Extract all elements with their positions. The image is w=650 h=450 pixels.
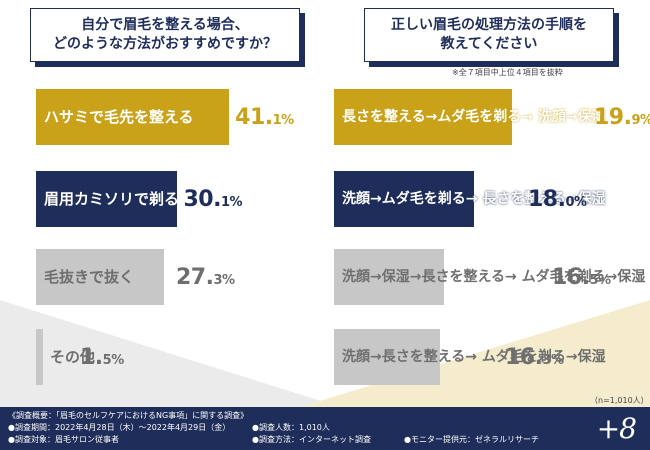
bar-left-3: [36, 329, 44, 385]
bar-label-left-3: その他: [50, 348, 96, 366]
bar-left-1: [36, 171, 178, 227]
footer-period: ●調査期間：2022年4月28日（木）～2022年4月29日（金）: [8, 423, 231, 432]
bar-label-left-1: 眉用カミソリで剃る: [44, 190, 180, 208]
bar-label-right-3: 洗顔→長さを整える→ ムダ毛を剃る→保湿: [342, 349, 606, 365]
bar-label-right-0: 長さを整える→ムダ毛を剃る→ 洗顔→保湿: [342, 109, 606, 125]
question-box-right: 正しい眉毛の処理方法の手順を 教えてください: [364, 8, 614, 62]
bar-right-1: [334, 171, 474, 227]
sample-size-note: （n=1,010人）: [590, 396, 649, 405]
question-left-text: 自分で眉毛を整える場合、 どのような方法がおすすめですか？: [53, 17, 277, 52]
bar-right-2: [334, 249, 444, 305]
top-note: ※全７項目中上位４項目を抜粋: [452, 68, 563, 77]
value-label-right-2: 16. 5%: [552, 265, 611, 290]
value-label-right-3: 16. 3%: [505, 345, 564, 370]
question-box-left: 自分で眉毛を整える場合、 どのような方法がおすすめですか？: [30, 8, 300, 62]
footer-count: ●調査人数：1,010人: [252, 423, 330, 432]
value-label-left-3: 1. 5%: [80, 345, 124, 370]
bar-left-0: [36, 89, 230, 145]
bar-label-right-1: 洗顔→ムダ毛を剃る→ 長さを整える→保湿: [342, 191, 606, 207]
footer-target: ●調査対象：眉毛サロン従事者: [8, 435, 119, 444]
question-right-text: 正しい眉毛の処理方法の手順を 教えてください: [391, 17, 587, 52]
bar-right-0: [334, 89, 512, 145]
survey-footer: 《調査概要：「眉毛のセルフケアにおけるNG事項」に関する調査》 ●調査期間：20…: [0, 407, 650, 450]
footer-method: ●調査方法：インターネット調査: [252, 435, 371, 444]
brand-logo: +8: [596, 412, 637, 445]
bar-left-2: [36, 249, 165, 305]
value-label-left-2: 27. 3%: [176, 265, 235, 290]
value-label-right-0: 19.9%: [594, 105, 650, 130]
bar-label-left-2: 毛抜きで抜く: [44, 268, 135, 286]
bar-label-right-2: 洗顔→保湿→長さを整える→ ムダ毛を剃る→保湿: [342, 269, 646, 285]
footer-survey-title: 《調査概要：「眉毛のセルフケアにおけるNG事項」に関する調査》: [8, 411, 249, 420]
value-label-left-0: 41. 1%: [235, 105, 294, 130]
bar-right-3: [334, 329, 440, 385]
bar-label-left-0: ハサミで毛先を整える: [44, 108, 194, 126]
value-label-right-1: 18. 0%: [528, 187, 587, 212]
value-label-left-1: 30. 1%: [183, 187, 243, 212]
footer-provider: ●モニター提供元：ゼネラルリサーチ: [404, 435, 539, 444]
